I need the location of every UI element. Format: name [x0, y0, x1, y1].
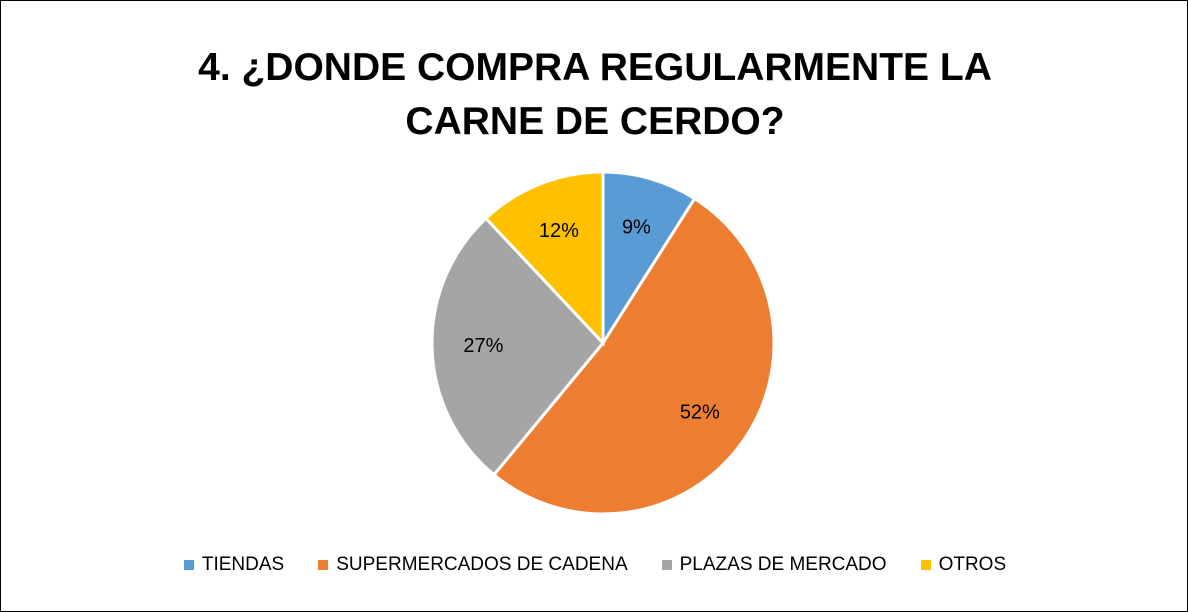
legend-label: TIENDAS	[201, 554, 285, 575]
legend-entry: PLAZAS DE MERCADO	[661, 554, 887, 576]
pie-slice	[601, 170, 697, 349]
legend-entry: SUPERMERCADOS DE CADENA	[318, 554, 628, 576]
legend-swatch	[183, 560, 194, 570]
legend-label: SUPERMERCADOS DE CADENA	[336, 554, 628, 575]
data-label: 52%	[680, 402, 720, 424]
pie-slice	[483, 170, 605, 347]
legend: TIENDAS SUPERMERCADOS DE CADENA PLAZAS DE …	[1, 554, 1188, 576]
legend-swatch	[318, 560, 329, 570]
legend-label: OTROS	[938, 554, 1007, 575]
chart-title: 4. ¿DONDE COMPRA REGULARMENTE LA CARNE D…	[198, 46, 992, 143]
legend-label: PLAZAS DE MERCADO	[679, 554, 887, 575]
pie-slice	[430, 216, 605, 477]
legend-entry: TIENDAS	[183, 554, 285, 576]
pie-slice	[491, 196, 776, 516]
data-label: 12%	[539, 220, 579, 242]
data-label: 27%	[463, 335, 503, 357]
legend-swatch	[920, 560, 931, 570]
legend-entry: OTROS	[920, 554, 1007, 576]
data-label: 9%	[622, 216, 651, 238]
legend-swatch	[661, 560, 672, 570]
